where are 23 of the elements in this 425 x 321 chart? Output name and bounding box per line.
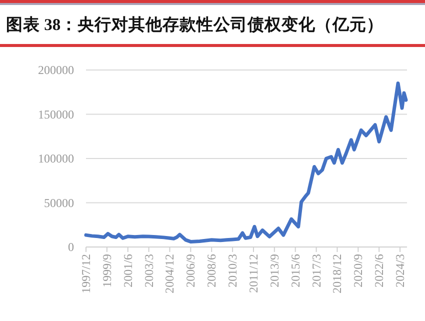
x-tick-label: 2010/3 [226,254,240,288]
y-tick-label: 50000 [44,196,74,210]
x-tick-label: 2001/6 [120,254,135,288]
line-series [84,82,408,244]
x-tick-label: 2004/12 [162,254,177,294]
y-tick-label: 150000 [38,107,74,122]
x-tick-label: 2017/3 [309,254,324,288]
x-tick-label: 2015/6 [288,254,302,288]
y-tick-label: 100000 [38,152,74,166]
x-tick-label: 2020/9 [351,254,366,288]
chart-title: 图表 38：央行对其他存款性公司债权变化（亿元） [6,15,384,34]
x-tick-label: 2006/9 [184,254,198,288]
x-tick-label: 2024/3 [393,254,408,288]
x-tick-label: 2018/12 [330,254,344,294]
y-tick-label: 0 [68,240,74,254]
x-tick-label: 2022/6 [372,254,386,288]
x-tick-label: 1997/12 [79,254,93,294]
x-tick-label: 2013/9 [267,254,282,288]
x-tick-label: 2003/3 [142,254,156,288]
y-tick-label: 200000 [38,63,74,77]
x-tick-label: 1999/9 [100,254,114,288]
x-tick-label: 2008/6 [204,254,219,288]
x-tick-label: 2011/12 [246,254,260,293]
